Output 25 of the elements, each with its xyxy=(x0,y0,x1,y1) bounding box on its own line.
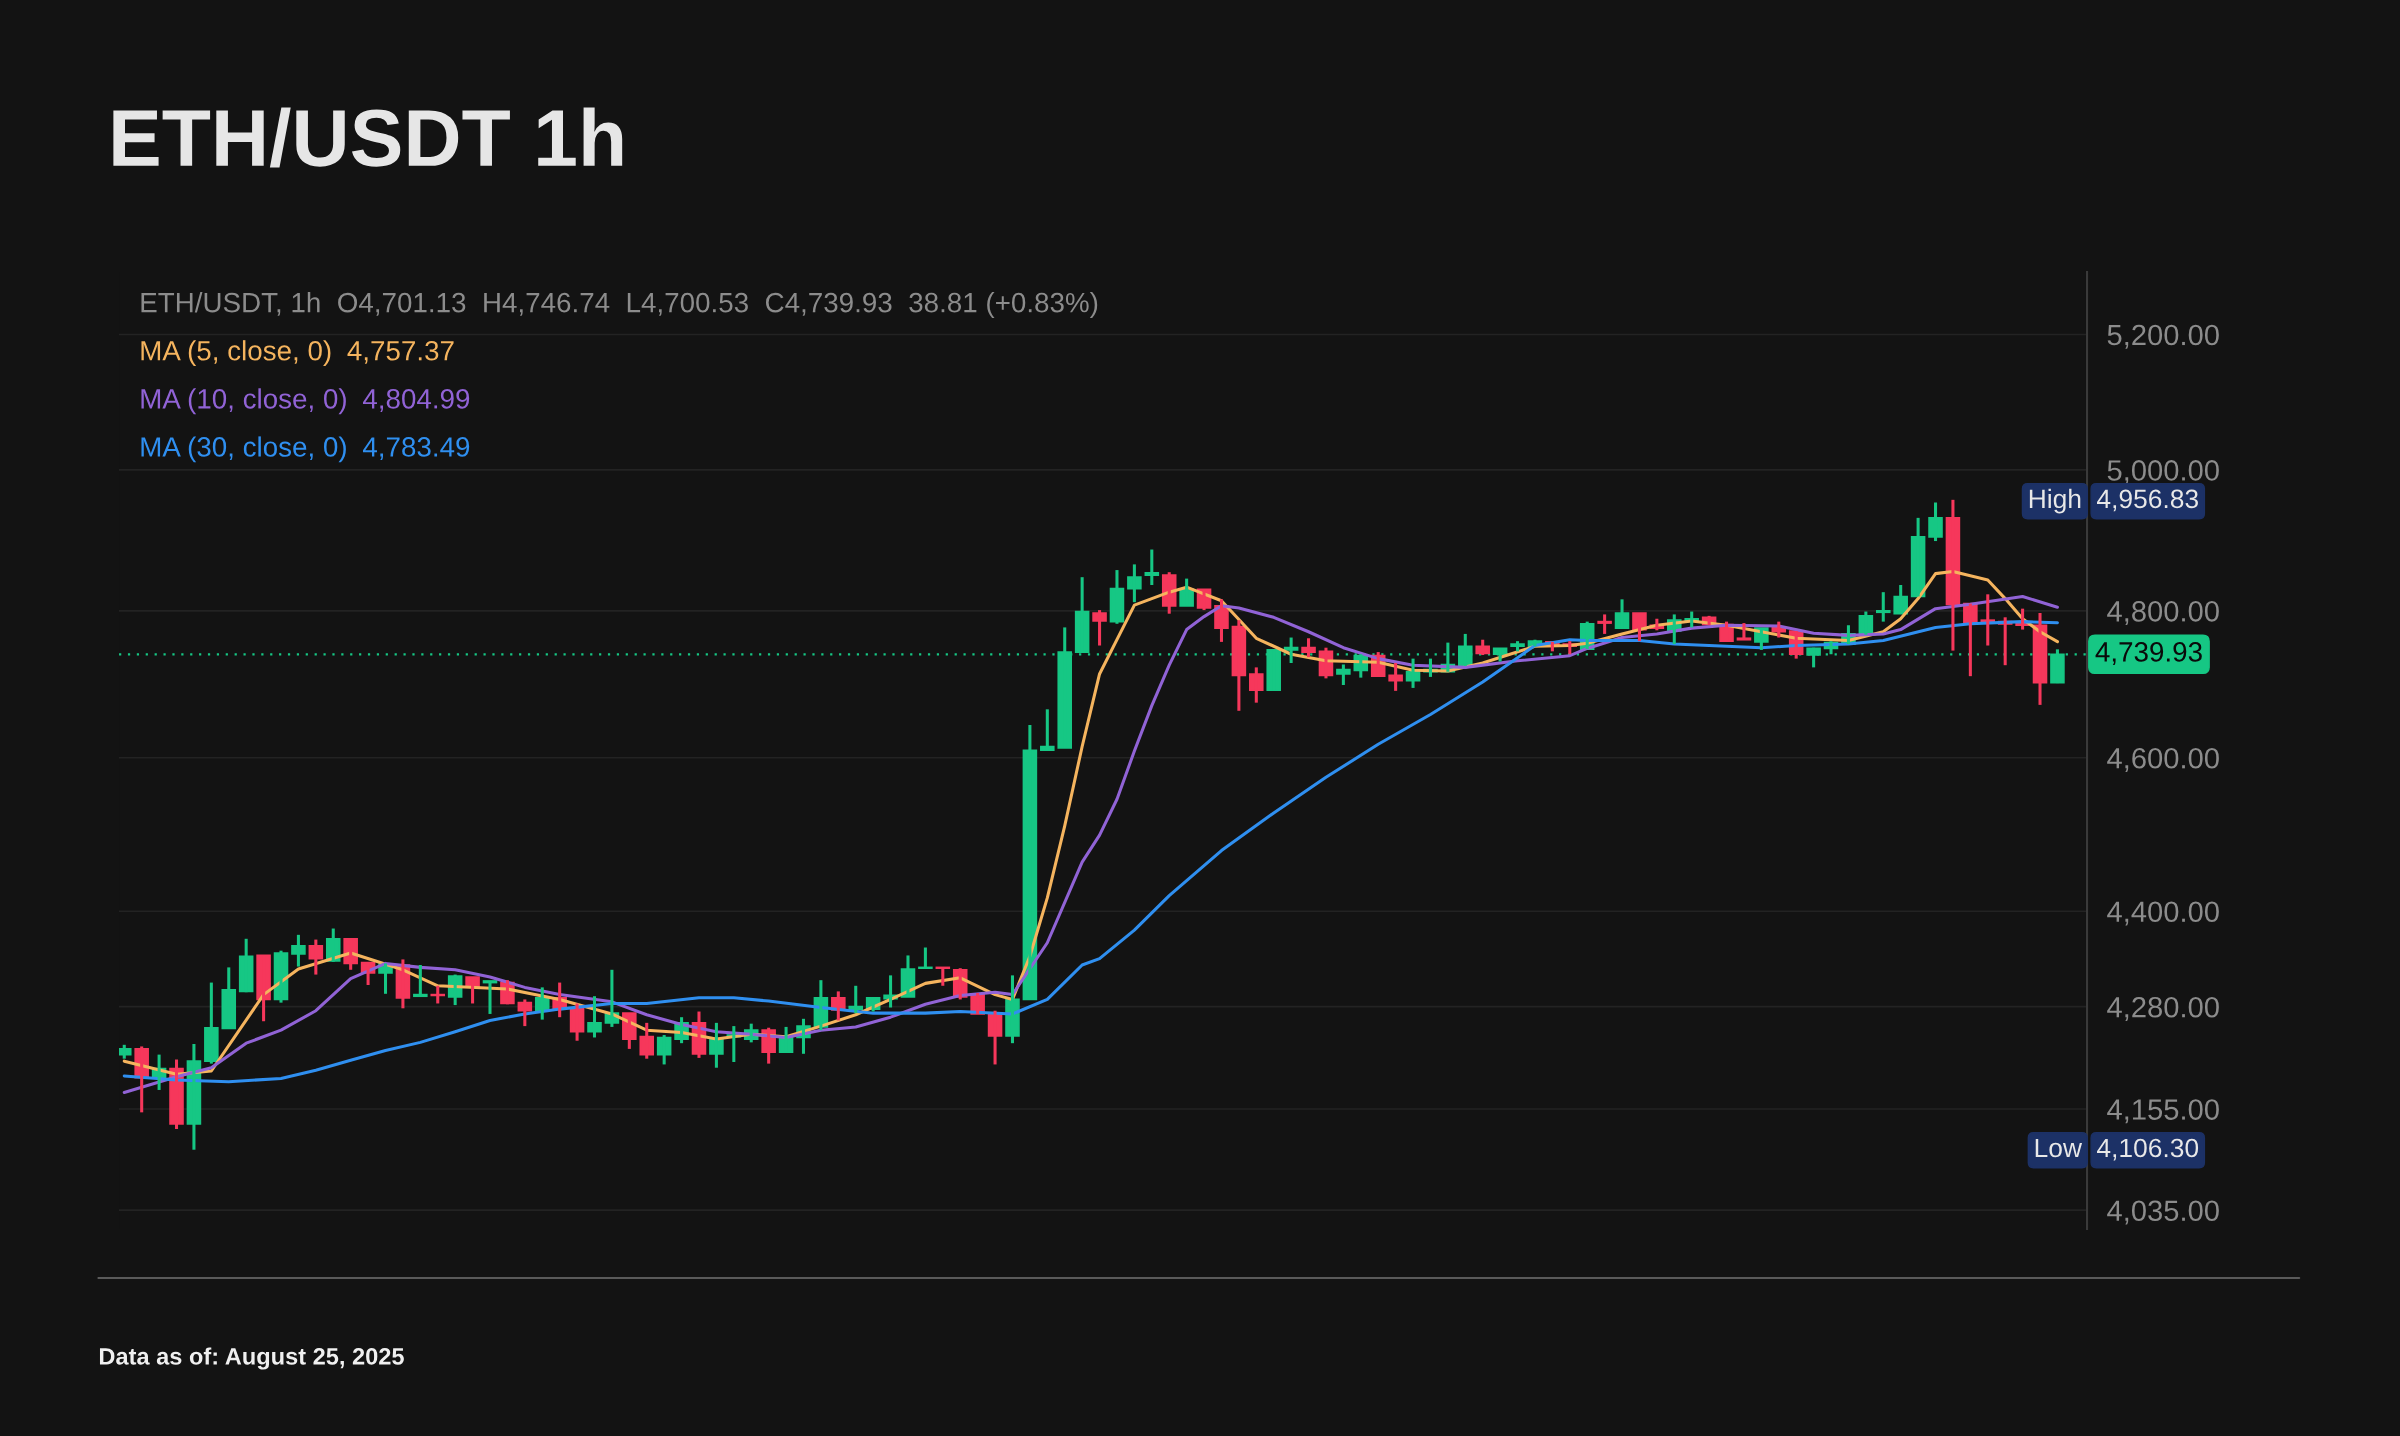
y-tick-label: 5,200.00 xyxy=(2107,324,2219,349)
y-tick-label: 5,000.00 xyxy=(2107,460,2219,485)
text: MA (10, close, 0) xyxy=(141,388,346,415)
annotation: 4,804.99 xyxy=(362,389,470,412)
annotation: 4,757.37 xyxy=(347,340,454,364)
annotation: 4,783.49 xyxy=(362,437,470,461)
y-tick-label: 4,400.00 xyxy=(2107,901,2219,926)
y-tick-label: 4,800.00 xyxy=(2107,601,2219,626)
text: 4,106.30 xyxy=(2097,1138,2199,1161)
y-tick-label: 4,035.00 xyxy=(2107,1200,2219,1225)
y-tick-label: 4,155.00 xyxy=(2107,1099,2219,1124)
y-tick-label: 4,280.00 xyxy=(2107,996,2219,1021)
text: 4,956.83 xyxy=(2097,489,2198,512)
annotation: High xyxy=(2029,488,2081,514)
y-tick-label: 4,600.00 xyxy=(2107,747,2219,773)
text: Data as of: August 25, 2025 xyxy=(99,1347,404,1370)
candlestick xyxy=(1736,623,1752,641)
text: MA (5, close, 0) xyxy=(141,340,331,367)
candlestick xyxy=(1266,649,1281,691)
candlestick xyxy=(1510,641,1525,652)
chart-title: ETH/USDT 1h xyxy=(113,107,623,168)
annotation: ETH/USDT, 1h O4,701.13 H4,746.74 L4,700.53 C4,739.93 38.81 (+0.83%) xyxy=(141,292,1098,318)
ref-line-label: 4,739.93 xyxy=(2095,642,2202,666)
annotation: Low xyxy=(2035,1138,2083,1158)
text: MA (30, close, 0) xyxy=(141,436,346,463)
